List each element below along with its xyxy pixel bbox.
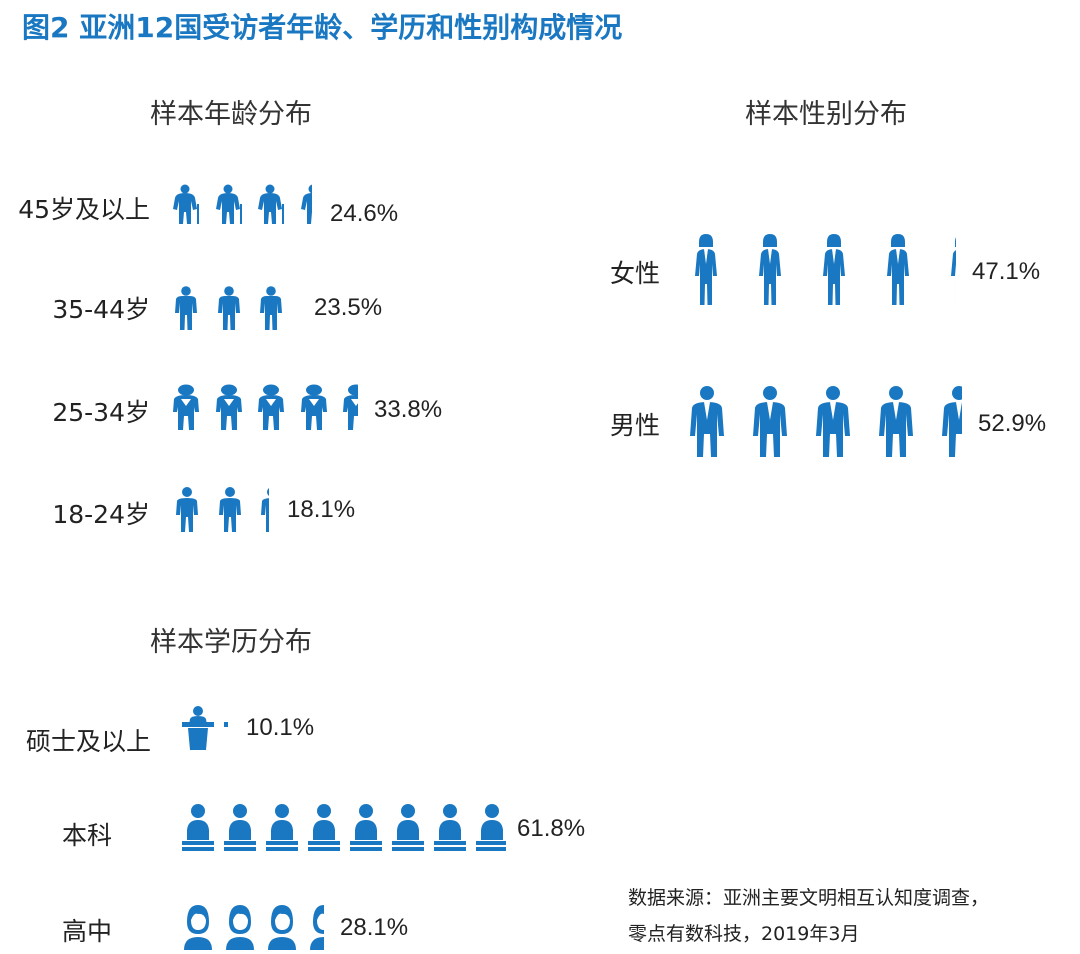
lecturer-icon [224, 722, 228, 728]
elderly-person-icon [300, 184, 313, 224]
age-value-label: 18.1% [287, 496, 356, 523]
man-icon [879, 386, 913, 457]
education-chart-title: 样本学历分布 [150, 627, 312, 658]
education-category-label: 硕士及以上 [26, 727, 152, 756]
age-category-label: 25-34岁 [52, 398, 150, 427]
education-category-label: 高中 [62, 917, 113, 946]
gender-chart-title: 样本性别分布 [745, 99, 907, 130]
youth-icon [260, 488, 269, 532]
age-category-label: 35-44岁 [52, 295, 150, 324]
age-45plus-icon-row [170, 184, 330, 228]
young-adult-icon [300, 384, 327, 430]
youth-icon [218, 487, 241, 532]
middle-aged-man-icon [259, 286, 282, 330]
education-category-label: 本科 [62, 821, 113, 850]
woman-icon [695, 234, 717, 305]
student-bust-icon [184, 905, 212, 950]
man-icon [753, 386, 787, 457]
age-value-label: 23.5% [314, 294, 383, 321]
young-adult-icon [215, 384, 242, 430]
age-value-label: 33.8% [374, 396, 443, 423]
young-adult-icon [342, 384, 359, 430]
woman-icon [823, 234, 845, 305]
gender-female-icon-row [693, 234, 963, 306]
student-bust-icon [268, 905, 296, 950]
desk-student-icon [224, 804, 256, 851]
student-bust-icon [309, 905, 325, 950]
desk-student-icon [392, 804, 424, 851]
age-category-label: 45岁及以上 [18, 195, 150, 224]
woman-icon [950, 236, 957, 305]
figure-title: 图2 亚洲12国受访者年龄、学历和性别构成情况 [22, 11, 623, 44]
source-line-2: 零点有数科技，2019年3月 [628, 923, 860, 945]
age-18-24-icon-row [173, 487, 283, 533]
lecturer-icon [182, 706, 214, 750]
student-bust-icon [226, 905, 254, 950]
woman-icon [759, 234, 781, 305]
middle-aged-man-icon [175, 286, 197, 330]
elderly-person-icon [173, 184, 199, 224]
middle-aged-man-icon [217, 286, 240, 330]
desk-student-icon [476, 804, 506, 851]
source-line-1: 数据来源：亚洲主要文明相互认知度调查， [628, 887, 990, 909]
education-value-label: 10.1% [246, 714, 315, 741]
elderly-person-icon [258, 184, 284, 224]
age-category-label: 18-24岁 [52, 500, 150, 529]
man-icon [942, 386, 963, 457]
man-icon [816, 386, 850, 457]
young-adult-icon [173, 384, 199, 430]
age-chart-title: 样本年龄分布 [150, 99, 312, 130]
desk-student-icon [266, 804, 298, 851]
desk-student-icon [350, 804, 382, 851]
edu-master-icon-row [182, 706, 232, 752]
desk-student-icon [434, 804, 466, 851]
gender-category-label: 女性 [609, 259, 660, 288]
gender-value-label: 52.9% [978, 410, 1047, 437]
man-icon [690, 386, 724, 457]
education-value-label: 61.8% [517, 815, 586, 842]
desk-student-icon [308, 804, 340, 851]
youth-icon [176, 487, 198, 532]
data-source-note: 数据来源：亚洲主要文明相互认知度调查， 零点有数科技，2019年3月 [628, 880, 989, 952]
edu-bachelor-icon-row [182, 804, 512, 852]
desk-student-icon [182, 804, 214, 851]
age-25-34-icon-row [171, 384, 371, 432]
age-value-label: 24.6% [330, 200, 399, 227]
age-35-44-icon-row [173, 286, 313, 332]
gender-value-label: 47.1% [972, 258, 1041, 285]
young-adult-icon [258, 384, 284, 430]
education-value-label: 28.1% [340, 914, 409, 941]
gender-category-label: 男性 [609, 411, 660, 440]
gender-male-icon-row [690, 386, 980, 458]
edu-highschool-icon-row [182, 904, 332, 950]
elderly-person-icon [215, 184, 242, 224]
woman-icon [887, 234, 909, 305]
